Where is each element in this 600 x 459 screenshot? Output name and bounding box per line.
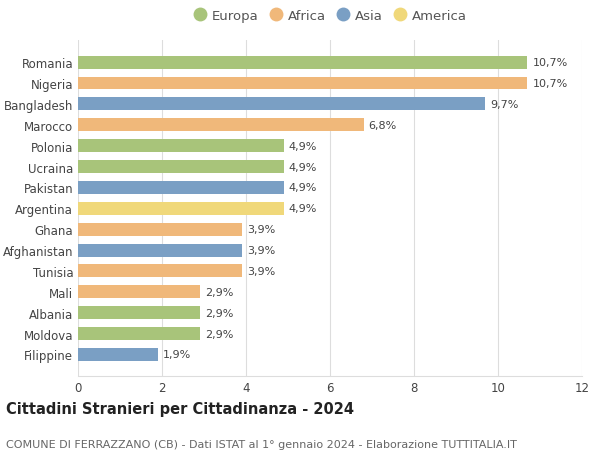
Text: 1,9%: 1,9% — [163, 350, 191, 360]
Bar — [78, 182, 284, 195]
Bar — [78, 223, 242, 236]
Bar — [78, 56, 527, 69]
Text: 10,7%: 10,7% — [532, 58, 568, 68]
Text: COMUNE DI FERRAZZANO (CB) - Dati ISTAT al 1° gennaio 2024 - Elaborazione TUTTITA: COMUNE DI FERRAZZANO (CB) - Dati ISTAT a… — [6, 440, 517, 449]
Text: 9,7%: 9,7% — [490, 100, 519, 110]
Text: 10,7%: 10,7% — [532, 79, 568, 89]
Text: 4,9%: 4,9% — [289, 162, 317, 172]
Bar — [78, 265, 242, 278]
Bar — [78, 307, 200, 319]
Bar — [78, 98, 485, 111]
Bar — [78, 78, 527, 90]
Text: 2,9%: 2,9% — [205, 287, 233, 297]
Text: 6,8%: 6,8% — [368, 121, 397, 130]
Bar — [78, 140, 284, 153]
Bar — [78, 202, 284, 215]
Bar — [78, 285, 200, 299]
Text: 4,9%: 4,9% — [289, 141, 317, 151]
Bar — [78, 348, 158, 361]
Legend: Europa, Africa, Asia, America: Europa, Africa, Asia, America — [188, 4, 472, 28]
Bar — [78, 327, 200, 340]
Bar — [78, 244, 242, 257]
Text: 4,9%: 4,9% — [289, 204, 317, 214]
Text: 3,9%: 3,9% — [247, 266, 275, 276]
Text: 2,9%: 2,9% — [205, 308, 233, 318]
Text: 4,9%: 4,9% — [289, 183, 317, 193]
Text: 3,9%: 3,9% — [247, 246, 275, 256]
Bar — [78, 161, 284, 174]
Text: 2,9%: 2,9% — [205, 329, 233, 339]
Bar — [78, 119, 364, 132]
Text: 3,9%: 3,9% — [247, 225, 275, 235]
Text: Cittadini Stranieri per Cittadinanza - 2024: Cittadini Stranieri per Cittadinanza - 2… — [6, 401, 354, 416]
